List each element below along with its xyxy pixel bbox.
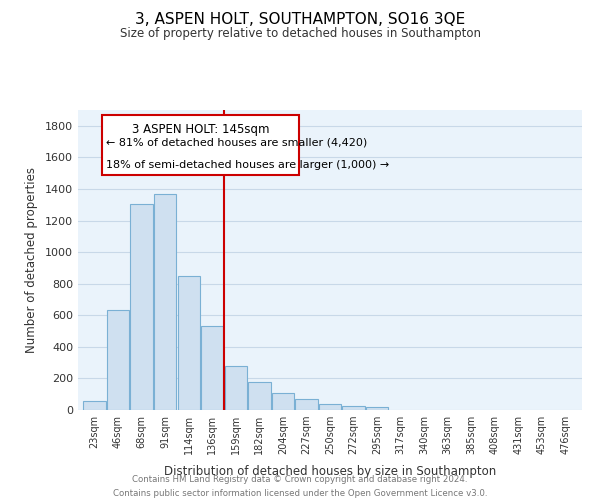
Bar [295,400,317,410]
Text: 3 ASPEN HOLT: 145sqm: 3 ASPEN HOLT: 145sqm [132,124,269,136]
Text: 3, ASPEN HOLT, SOUTHAMPTON, SO16 3QE: 3, ASPEN HOLT, SOUTHAMPTON, SO16 3QE [135,12,465,28]
FancyBboxPatch shape [101,114,299,174]
Bar [154,194,176,410]
Bar [83,402,106,410]
Text: Size of property relative to detached houses in Southampton: Size of property relative to detached ho… [119,28,481,40]
Text: ← 81% of detached houses are smaller (4,420): ← 81% of detached houses are smaller (4,… [106,138,368,147]
Bar [130,204,153,410]
Bar [343,406,365,410]
X-axis label: Distribution of detached houses by size in Southampton: Distribution of detached houses by size … [164,466,496,478]
Bar [319,404,341,410]
Text: Contains HM Land Registry data © Crown copyright and database right 2024.
Contai: Contains HM Land Registry data © Crown c… [113,476,487,498]
Bar [248,382,271,410]
Bar [224,366,247,410]
Bar [366,407,388,410]
Text: 18% of semi-detached houses are larger (1,000) →: 18% of semi-detached houses are larger (… [106,160,389,170]
Bar [272,394,294,410]
Bar [178,276,200,410]
Bar [201,326,223,410]
Y-axis label: Number of detached properties: Number of detached properties [25,167,38,353]
Bar [107,310,129,410]
